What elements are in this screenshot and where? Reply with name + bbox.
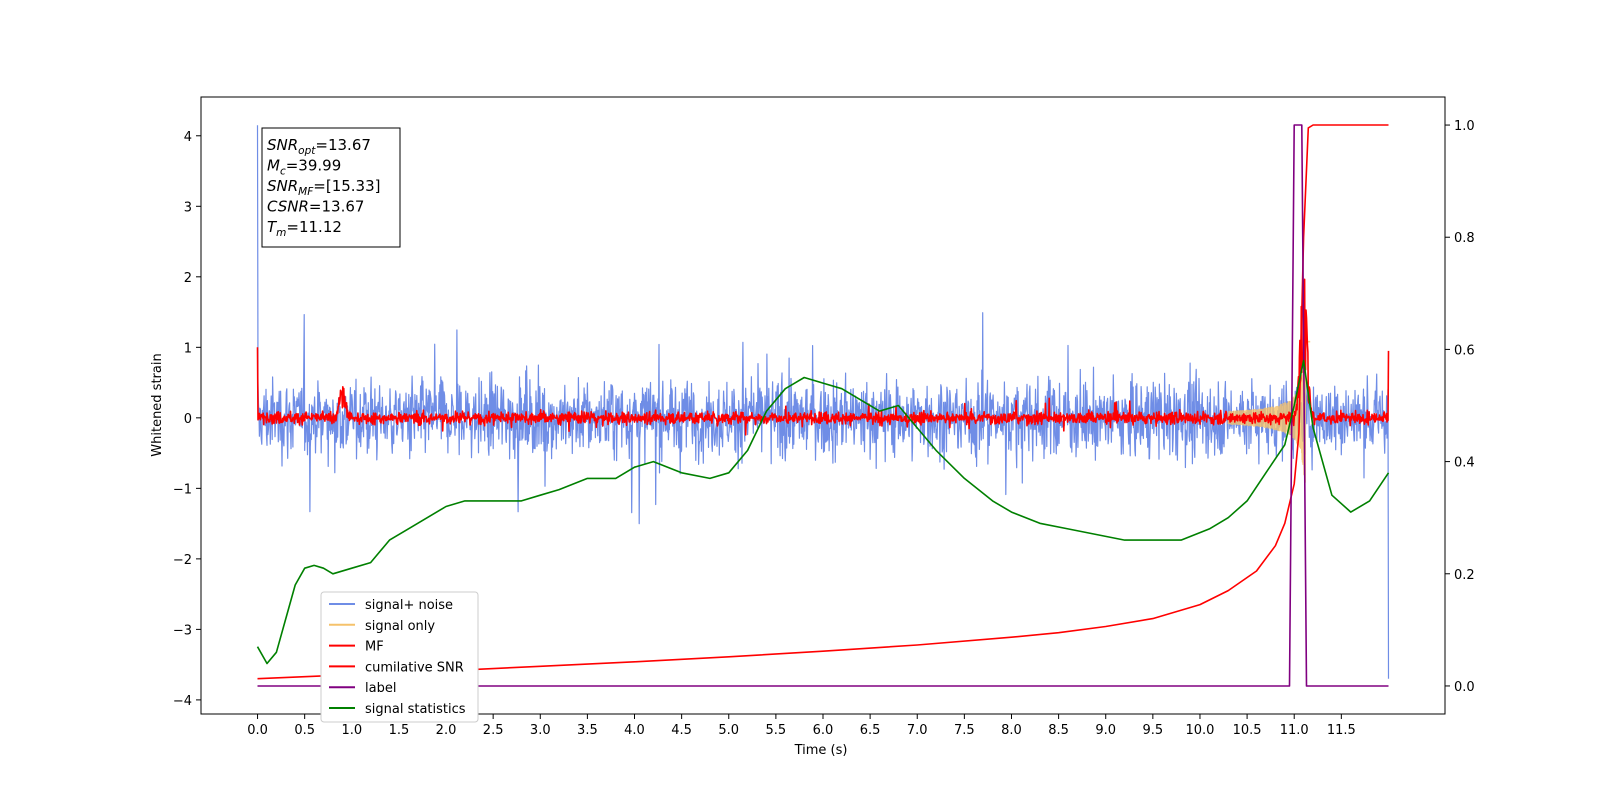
y2-tick-label: 0.6 [1454, 343, 1475, 358]
x-tick-label: 1.0 [341, 723, 362, 738]
x-tick-label: 2.0 [436, 723, 457, 738]
y-tick-label: −2 [173, 553, 192, 568]
x-tick-label: 8.5 [1048, 723, 1069, 738]
x-tick-label: 3.0 [530, 723, 551, 738]
y2-axis-right: 1.0 0.8 0.6 0.4 0.2 0.0 [1445, 119, 1475, 695]
x-axis-label: Time (s) [794, 743, 848, 758]
legend-entry: signal only [365, 619, 435, 634]
y-tick-label: −3 [173, 623, 192, 638]
x-tick-label: 4.5 [671, 723, 692, 738]
y2-tick-label: 0.8 [1454, 231, 1475, 246]
x-tick-label: 3.5 [577, 723, 598, 738]
y-axis-label: Whitened strain [150, 353, 165, 456]
x-tick-label: 6.0 [813, 723, 834, 738]
annotation-line: CSNR=13.67 [267, 198, 364, 216]
x-tick-label: 11.0 [1280, 723, 1309, 738]
x-tick-label: 9.0 [1095, 723, 1116, 738]
x-tick-label: 1.5 [389, 723, 410, 738]
legend-entry: signal+ noise [365, 598, 453, 613]
x-tick-label: 9.5 [1143, 723, 1164, 738]
annotation-line: Tm=11.12 [267, 218, 342, 239]
legend-frame [320, 591, 479, 723]
plot-area [200, 96, 1446, 715]
series-signal-noise [256, 125, 1390, 679]
y2-tick-label: 0.4 [1454, 456, 1475, 471]
series-signal-statistics [256, 359, 1390, 665]
legend-entry: label [365, 681, 396, 696]
legend-entry: cumilative SNR [365, 660, 464, 675]
legend-entry: MF [365, 640, 384, 655]
legend: signal+ noise signal only MF cumilative SNR… [320, 591, 479, 723]
annotation-line: SNRopt=13.67 [267, 136, 371, 157]
y-tick-label: 3 [184, 200, 192, 215]
y-tick-label: 4 [184, 130, 192, 145]
y-tick-label: 1 [184, 341, 192, 356]
series-layer [256, 124, 1390, 687]
y-axis: 4 3 2 1 0 −1 −2 −3 −4 [173, 130, 201, 709]
x-tick-label: 5.0 [718, 723, 739, 738]
x-tick-label: 5.5 [766, 723, 787, 738]
annotation-line: Mc=39.99 [267, 157, 341, 178]
x-tick-label: 10.0 [1185, 723, 1214, 738]
legend-entry: signal statistics [365, 702, 466, 717]
annotation-box: SNRopt=13.67Mc=39.99SNRMF=[15.33]CSNR=13… [261, 127, 401, 248]
x-axis: 0.0 0.5 1.0 1.5 2.0 2.5 3.0 3.5 4.0 4.5 5.0 5.5 6.0 6… [247, 714, 1356, 738]
y2-tick-label: 1.0 [1454, 119, 1475, 134]
y-tick-label: −4 [173, 694, 192, 709]
series-mf [256, 278, 1390, 436]
annotation-frame [261, 127, 401, 248]
y2-tick-label: 0.2 [1454, 568, 1475, 583]
x-tick-label: 0.5 [294, 723, 315, 738]
y-tick-label: 2 [184, 271, 192, 286]
x-tick-label: 0.0 [247, 723, 268, 738]
x-tick-label: 4.0 [624, 723, 645, 738]
x-tick-label: 7.5 [954, 723, 975, 738]
x-tick-label: 7.0 [907, 723, 928, 738]
y-tick-label: −1 [173, 482, 192, 497]
series-signal-only [1227, 340, 1311, 483]
series-cumilative-snr [257, 124, 1389, 680]
y-tick-label: 0 [184, 412, 192, 427]
x-tick-label: 8.0 [1001, 723, 1022, 738]
x-tick-label: 11.5 [1327, 723, 1356, 738]
x-tick-label: 6.5 [860, 723, 881, 738]
y2-tick-label: 0.0 [1454, 680, 1475, 695]
x-tick-label: 2.5 [483, 723, 504, 738]
annotation-line: SNRMF=[15.33] [267, 177, 381, 198]
series-label [257, 124, 1389, 687]
x-tick-label: 10.5 [1233, 723, 1262, 738]
